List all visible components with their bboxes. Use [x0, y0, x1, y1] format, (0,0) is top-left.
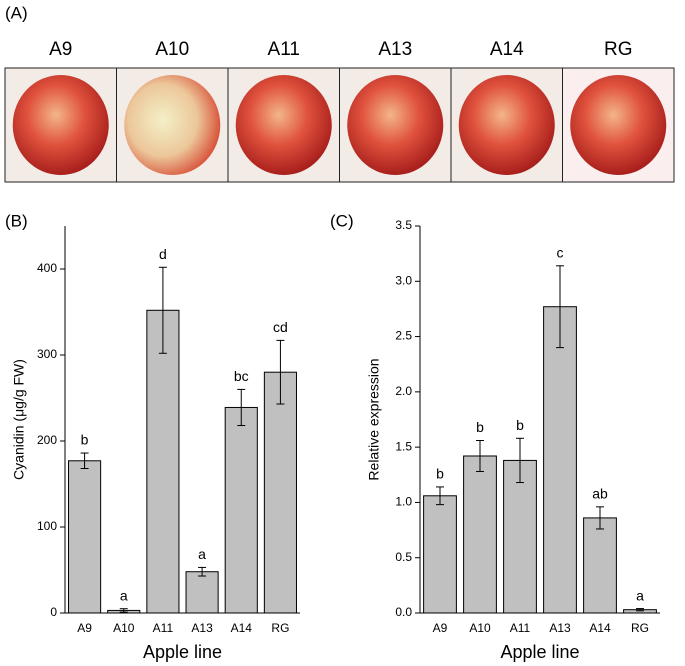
apple — [124, 75, 221, 175]
y-tick-label: 400 — [37, 261, 57, 275]
x-tick-label: A10 — [113, 621, 135, 635]
significance-label: a — [120, 587, 128, 603]
significance-label: b — [436, 466, 444, 482]
photo-label: A11 — [268, 39, 300, 60]
bar — [146, 309, 180, 614]
x-tick-label: A14 — [231, 621, 253, 635]
apple — [458, 75, 555, 175]
significance-label: b — [81, 432, 89, 448]
y-tick-label: 0.5 — [395, 550, 412, 564]
apple — [347, 75, 444, 175]
significance-label: cd — [273, 319, 288, 335]
significance-label: ab — [592, 486, 608, 502]
y-tick-label: 3.5 — [395, 218, 412, 232]
y-tick-label: 3.0 — [395, 273, 412, 287]
photo-label: A13 — [378, 39, 412, 60]
apple — [570, 75, 667, 175]
x-tick-label: A11 — [510, 621, 531, 635]
x-tick-label: A14 — [589, 621, 611, 635]
x-tick-label: A13 — [191, 621, 213, 635]
y-tick-label: 1.5 — [395, 439, 412, 453]
bar — [224, 406, 258, 614]
x-tick-label: RG — [631, 621, 649, 635]
x-tick-label: RG — [271, 621, 289, 635]
y-tick-label: 0 — [50, 605, 57, 619]
significance-label: c — [557, 245, 564, 261]
significance-label: a — [198, 546, 206, 562]
photo-label: A10 — [155, 39, 189, 60]
bar — [463, 455, 497, 614]
x-tick-label: A9 — [433, 621, 448, 635]
significance-label: bc — [234, 368, 249, 384]
panel-label: (B) — [5, 211, 28, 230]
x-tick-label: A10 — [469, 621, 491, 635]
apple — [12, 75, 109, 175]
x-tick-label: A13 — [549, 621, 571, 635]
y-tick-label: 200 — [37, 433, 57, 447]
significance-label: d — [159, 246, 167, 262]
y-tick-label: 2.5 — [395, 329, 412, 343]
y-axis-label: Relative expression — [366, 358, 382, 480]
x-tick-label: A11 — [153, 621, 174, 635]
bar — [583, 517, 617, 614]
photo-label: A9 — [49, 39, 72, 60]
photo-label: RG — [604, 39, 633, 60]
y-tick-label: 300 — [37, 347, 57, 361]
apple — [235, 75, 332, 175]
x-tick-label: A9 — [77, 621, 92, 635]
bar — [543, 306, 577, 614]
significance-label: b — [476, 419, 484, 435]
panel-label: (C) — [330, 211, 354, 230]
y-tick-label: 100 — [37, 519, 57, 533]
y-tick-label: 0.0 — [395, 605, 412, 619]
y-tick-label: 1.0 — [395, 495, 412, 509]
photo-label: A14 — [490, 39, 524, 60]
x-axis-label: Apple line — [500, 642, 579, 662]
bar — [503, 459, 537, 614]
significance-label: a — [636, 587, 644, 603]
bar — [185, 571, 219, 614]
bar — [263, 371, 297, 614]
y-axis-label: Cyanidin (μg/g FW) — [11, 359, 27, 480]
bar — [68, 460, 102, 614]
y-tick-label: 2.0 — [395, 384, 412, 398]
bar — [423, 495, 457, 614]
x-axis-label: Apple line — [143, 642, 222, 662]
panel-label: (A) — [5, 3, 28, 22]
significance-label: b — [516, 417, 524, 433]
